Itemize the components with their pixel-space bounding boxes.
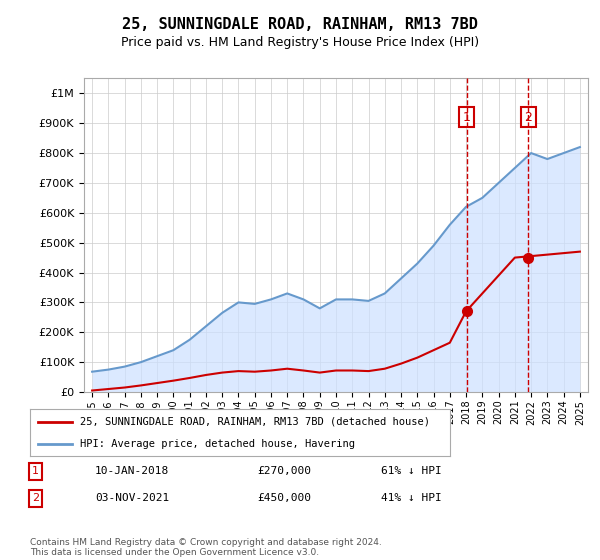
Text: 25, SUNNINGDALE ROAD, RAINHAM, RM13 7BD: 25, SUNNINGDALE ROAD, RAINHAM, RM13 7BD <box>122 17 478 32</box>
Text: Price paid vs. HM Land Registry's House Price Index (HPI): Price paid vs. HM Land Registry's House … <box>121 36 479 49</box>
Text: 2: 2 <box>32 493 39 503</box>
Text: 41% ↓ HPI: 41% ↓ HPI <box>381 493 442 503</box>
Text: 2: 2 <box>524 111 532 124</box>
Text: 10-JAN-2018: 10-JAN-2018 <box>95 466 169 477</box>
Text: 25, SUNNINGDALE ROAD, RAINHAM, RM13 7BD (detached house): 25, SUNNINGDALE ROAD, RAINHAM, RM13 7BD … <box>80 417 430 427</box>
Text: £450,000: £450,000 <box>257 493 311 503</box>
Text: 61% ↓ HPI: 61% ↓ HPI <box>381 466 442 477</box>
Text: 03-NOV-2021: 03-NOV-2021 <box>95 493 169 503</box>
Text: 1: 1 <box>32 466 39 477</box>
Text: 1: 1 <box>463 111 470 124</box>
Text: HPI: Average price, detached house, Havering: HPI: Average price, detached house, Have… <box>80 438 355 449</box>
Text: Contains HM Land Registry data © Crown copyright and database right 2024.
This d: Contains HM Land Registry data © Crown c… <box>30 538 382 557</box>
Text: £270,000: £270,000 <box>257 466 311 477</box>
